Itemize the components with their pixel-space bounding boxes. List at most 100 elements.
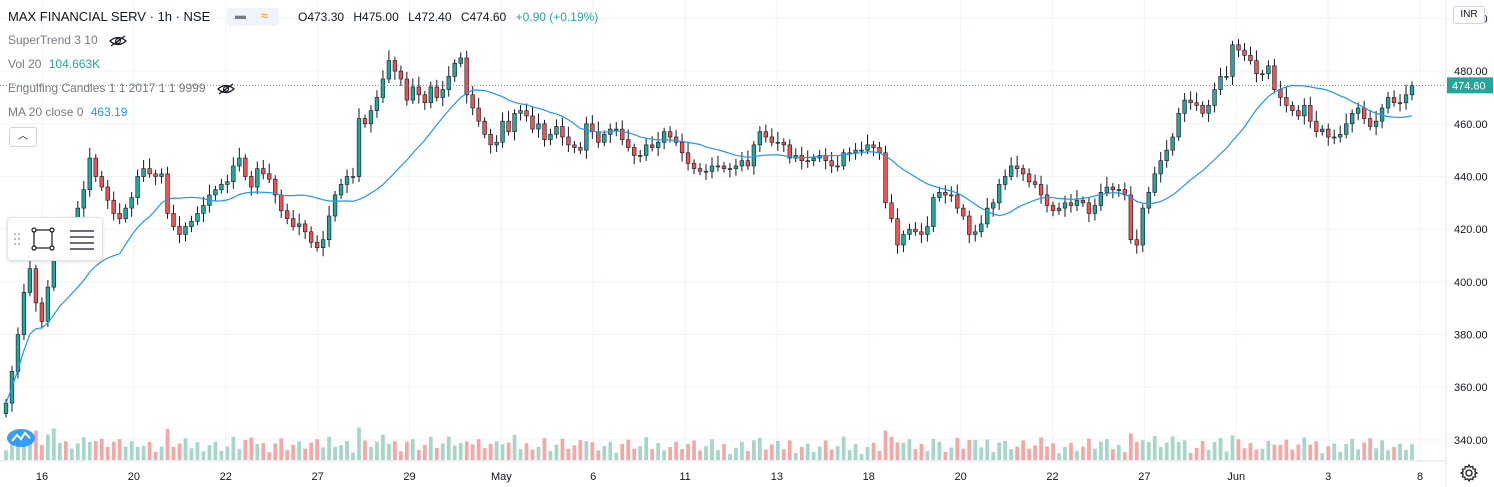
candle-body <box>841 152 846 167</box>
indicator-supertrend[interactable]: SuperTrend 3 10 <box>8 33 127 47</box>
indicator-volume[interactable]: Vol 20 104.663K <box>8 57 100 71</box>
candle-body <box>1272 65 1277 90</box>
candle-body <box>949 194 954 197</box>
candle-body <box>835 165 840 168</box>
drag-handle-icon[interactable] <box>13 232 21 246</box>
volume-bar <box>692 440 696 460</box>
indicator-engulfing[interactable]: Engulfing Candles 1 1 2017 1 1 9999 <box>8 81 235 95</box>
volume-bar <box>28 439 32 460</box>
volume-bar <box>686 443 690 460</box>
volume-bar <box>638 446 643 460</box>
volume-bar <box>291 444 296 460</box>
change-value: +0.90 (+0.19%) <box>515 10 599 24</box>
volume-bar <box>1338 451 1343 460</box>
volume-bar <box>34 430 38 460</box>
minus-icon[interactable]: ▬ <box>235 10 246 22</box>
candle-body <box>1122 189 1127 196</box>
volume-bar <box>1021 440 1025 460</box>
volume-bar <box>949 447 954 460</box>
volume-bar <box>1194 447 1199 460</box>
candle-body <box>302 223 308 233</box>
candle-body <box>344 176 350 185</box>
volume-bar <box>141 446 146 460</box>
gear-icon[interactable] <box>1459 463 1479 483</box>
volume-bar <box>1326 446 1331 460</box>
candle-body <box>374 97 380 111</box>
candle-body <box>1332 136 1337 139</box>
candle-body <box>614 128 619 131</box>
volume-bar <box>907 439 912 460</box>
volume-bar <box>1272 444 1277 460</box>
candle-body <box>458 57 463 64</box>
volume-bar <box>961 448 966 460</box>
candle-body <box>985 207 990 225</box>
candle-body <box>195 213 200 222</box>
volume-bar <box>393 441 397 460</box>
eye-hidden-icon[interactable] <box>216 83 235 95</box>
candle-body <box>757 131 763 146</box>
current-price-badge <box>1447 77 1493 94</box>
candle-body <box>787 144 792 159</box>
candle-body <box>919 231 924 235</box>
wave-icon[interactable]: ≈ <box>261 8 269 23</box>
volume-bar <box>351 452 355 460</box>
volume-bar <box>925 451 930 460</box>
eye-hidden-icon[interactable] <box>109 35 127 47</box>
volume-bar <box>1087 438 1091 460</box>
volume-bar <box>572 445 577 460</box>
tradingview-logo[interactable] <box>6 426 36 448</box>
volume-bar <box>111 441 116 460</box>
price-tick-label: 480.00 <box>1454 66 1488 78</box>
volume-bar <box>309 442 313 460</box>
candle-body <box>494 141 499 146</box>
rectangle-icon[interactable] <box>31 227 55 251</box>
candle-body <box>1110 186 1116 190</box>
volume-bar <box>405 441 409 460</box>
volume-bar <box>901 442 906 460</box>
volume-bar <box>626 439 631 460</box>
lines-icon[interactable] <box>70 230 94 250</box>
volume-bar <box>530 449 535 460</box>
volume-bar <box>1170 436 1175 460</box>
volume-bar <box>1188 453 1193 460</box>
candle-body <box>1038 184 1044 196</box>
candle-body <box>219 184 224 190</box>
drawing-toolbox[interactable] <box>7 217 103 261</box>
volume-bar <box>1308 444 1313 460</box>
collapse-legend-button[interactable]: ︿ <box>9 127 37 147</box>
candle-body <box>273 178 278 196</box>
volume-bar <box>4 450 8 460</box>
candle-body <box>596 131 601 143</box>
volume-bar <box>1069 442 1073 460</box>
volume-bar <box>877 450 882 460</box>
volume-bar <box>201 451 206 460</box>
indicator-ma[interactable]: MA 20 close 0 463.19 <box>8 105 127 119</box>
candle-body <box>141 168 146 177</box>
candle-body <box>213 189 218 196</box>
volume-bar <box>488 443 493 460</box>
volume-bar <box>656 443 660 460</box>
chart-type-toggle[interactable]: ▬ ≈ <box>227 8 279 26</box>
candle-body <box>632 147 637 156</box>
candle-body <box>105 186 110 201</box>
volume-bar <box>518 449 523 460</box>
volume-bar <box>710 439 714 460</box>
volume-bar <box>225 446 230 460</box>
candle-body <box>1278 89 1283 98</box>
candle-body <box>661 131 667 143</box>
candle-body <box>356 118 362 177</box>
candle-body <box>967 215 972 235</box>
indicator-value: 463.19 <box>90 105 128 119</box>
candle-body <box>853 149 858 154</box>
candle-body <box>189 220 194 227</box>
volume-bar <box>1344 443 1349 460</box>
volume-bar <box>740 441 744 460</box>
price-tick-label: 420.00 <box>1454 224 1488 236</box>
candle-body <box>644 144 649 156</box>
candle-body <box>1014 165 1020 169</box>
candle-body <box>991 202 996 209</box>
volume-bar <box>674 441 678 460</box>
candle-body <box>871 144 876 148</box>
currency-label[interactable]: INR <box>1453 6 1485 24</box>
